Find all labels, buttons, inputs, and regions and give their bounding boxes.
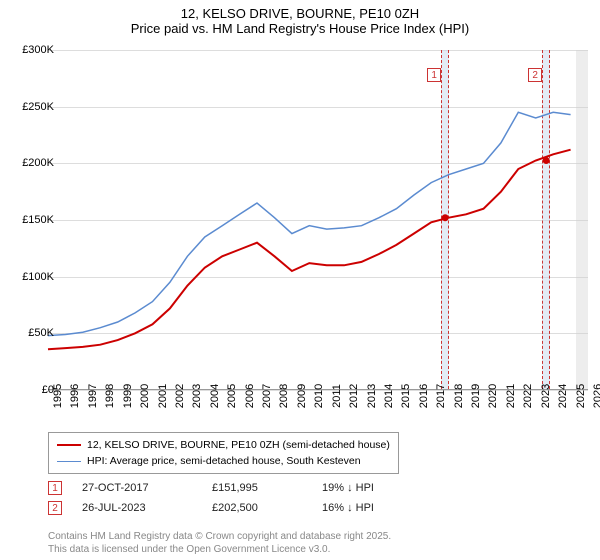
series-svg: [48, 50, 588, 390]
xtick-label: 2011: [331, 384, 343, 408]
xtick-label: 2001: [157, 384, 169, 408]
sales-row: 2 26-JUL-2023 £202,500 16% ↓ HPI: [48, 498, 374, 518]
legend-swatch: [57, 444, 81, 446]
footer: Contains HM Land Registry data © Crown c…: [48, 530, 391, 556]
xtick-label: 2013: [366, 384, 378, 408]
xtick-label: 1998: [104, 384, 116, 408]
sales-diff: 19% ↓ HPI: [322, 478, 374, 498]
xtick-label: 2005: [226, 384, 238, 408]
title-subtitle: Price paid vs. HM Land Registry's House …: [0, 21, 600, 36]
xtick-label: 2006: [244, 384, 256, 408]
xtick-label: 2014: [383, 384, 395, 408]
xtick-label: 2026: [592, 384, 600, 408]
xtick-label: 2015: [400, 384, 412, 408]
ytick-label: £150K: [22, 214, 54, 226]
xtick-label: 2007: [261, 384, 273, 408]
sales-row: 1 27-OCT-2017 £151,995 19% ↓ HPI: [48, 478, 374, 498]
title-block: 12, KELSO DRIVE, BOURNE, PE10 0ZH Price …: [0, 0, 600, 40]
ytick-label: £300K: [22, 44, 54, 56]
xtick-label: 2012: [348, 384, 360, 408]
xtick-label: 2023: [540, 384, 552, 408]
xtick-label: 1995: [52, 384, 64, 408]
xtick-label: 1999: [122, 384, 134, 408]
footer-line1: Contains HM Land Registry data © Crown c…: [48, 530, 391, 543]
legend-row: HPI: Average price, semi-detached house,…: [57, 453, 390, 469]
xtick-label: 2021: [505, 384, 517, 408]
xtick-label: 2000: [139, 384, 151, 408]
sales-flag: 2: [48, 501, 62, 515]
xtick-label: 2010: [313, 384, 325, 408]
legend: 12, KELSO DRIVE, BOURNE, PE10 0ZH (semi-…: [48, 432, 399, 474]
chart-area: 12: [48, 50, 588, 390]
xtick-label: 2025: [575, 384, 587, 408]
xtick-label: 2020: [487, 384, 499, 408]
xtick-label: 2009: [296, 384, 308, 408]
xtick-label: 2018: [453, 384, 465, 408]
xtick-label: 2017: [435, 384, 447, 408]
legend-label: 12, KELSO DRIVE, BOURNE, PE10 0ZH (semi-…: [87, 437, 390, 453]
xtick-label: 2002: [174, 384, 186, 408]
legend-swatch: [57, 461, 81, 462]
sale-dot: [543, 157, 550, 164]
xtick-label: 2022: [522, 384, 534, 408]
series-price_paid: [48, 150, 571, 350]
xtick-label: 2008: [278, 384, 290, 408]
sales-date: 27-OCT-2017: [82, 478, 192, 498]
ytick-label: £50K: [28, 327, 54, 339]
sales-table: 1 27-OCT-2017 £151,995 19% ↓ HPI 2 26-JUL-202…: [48, 478, 374, 518]
legend-label: HPI: Average price, semi-detached house,…: [87, 453, 361, 469]
xtick-label: 2003: [191, 384, 203, 408]
legend-row: 12, KELSO DRIVE, BOURNE, PE10 0ZH (semi-…: [57, 437, 390, 453]
footer-line2: This data is licensed under the Open Gov…: [48, 543, 391, 556]
sales-date: 26-JUL-2023: [82, 498, 192, 518]
sales-flag: 1: [48, 481, 62, 495]
series-hpi: [48, 112, 571, 335]
xtick-label: 2016: [418, 384, 430, 408]
ytick-label: £100K: [22, 271, 54, 283]
xtick-label: 1996: [69, 384, 81, 408]
xtick-label: 2004: [209, 384, 221, 408]
chart-container: 12, KELSO DRIVE, BOURNE, PE10 0ZH Price …: [0, 0, 600, 560]
xtick-label: 1997: [87, 384, 99, 408]
ytick-label: £200K: [22, 157, 54, 169]
title-address: 12, KELSO DRIVE, BOURNE, PE10 0ZH: [0, 6, 600, 21]
sales-price: £202,500: [212, 498, 302, 518]
sales-diff: 16% ↓ HPI: [322, 498, 374, 518]
sale-dot: [442, 214, 449, 221]
sales-price: £151,995: [212, 478, 302, 498]
xtick-label: 2024: [557, 384, 569, 408]
ytick-label: £250K: [22, 101, 54, 113]
xtick-label: 2019: [470, 384, 482, 408]
